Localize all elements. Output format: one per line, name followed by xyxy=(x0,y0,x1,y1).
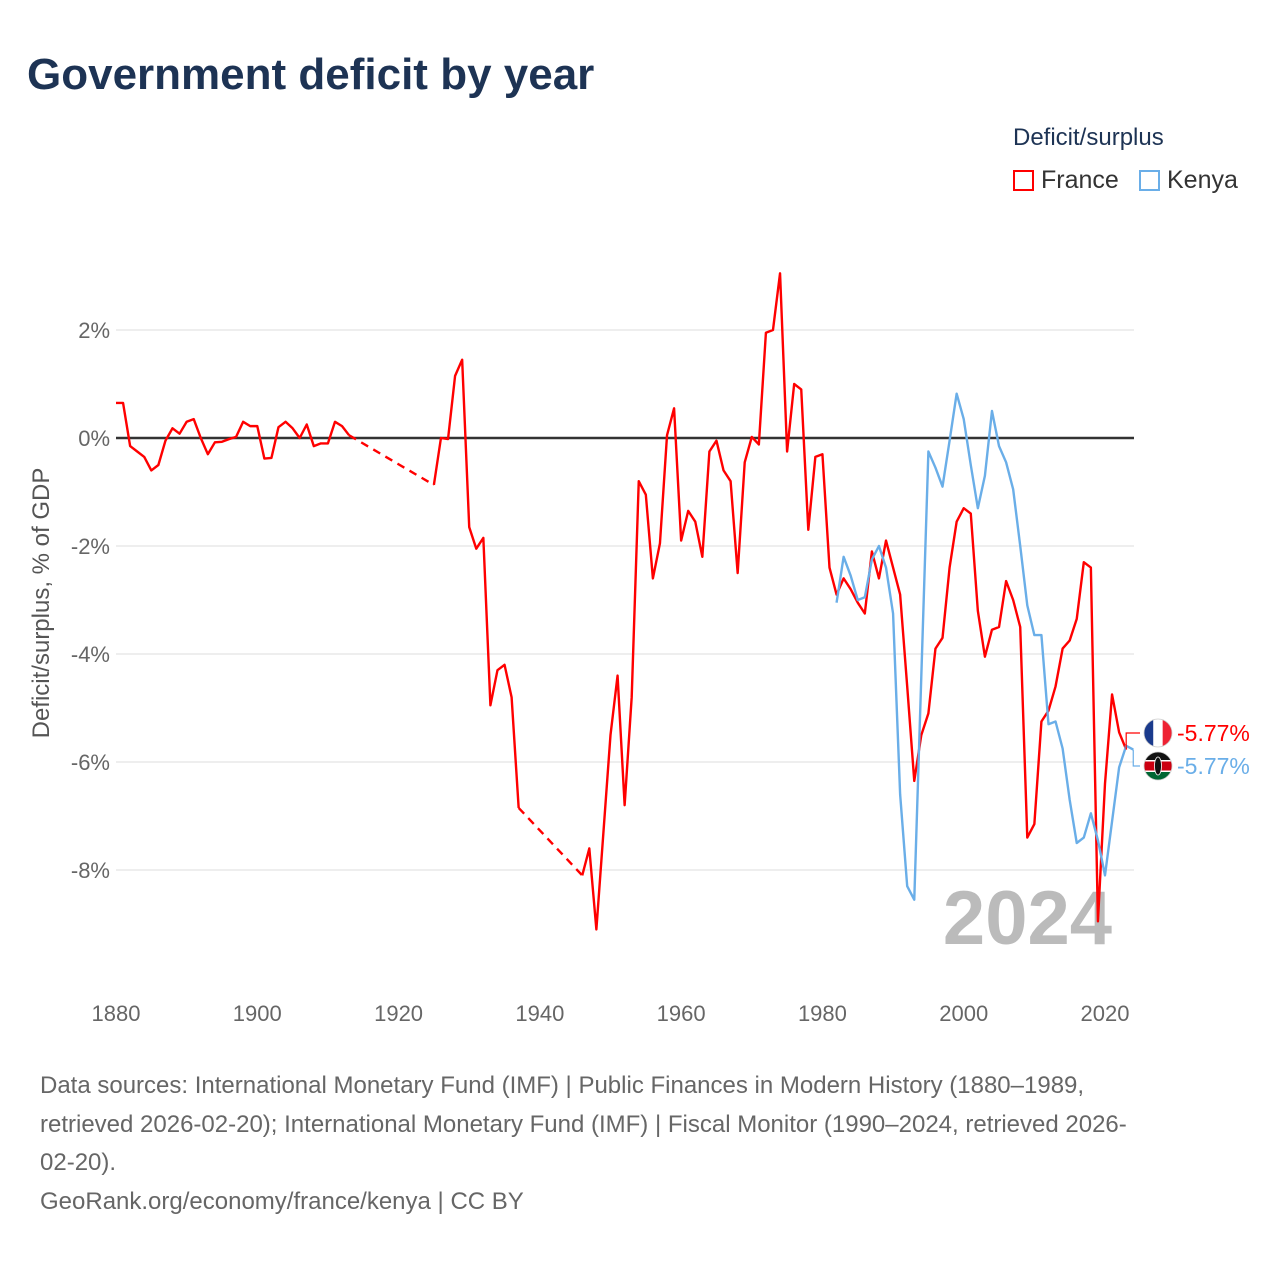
footer-credit[interactable]: GeoRank.org/economy/france/kenya | CC BY xyxy=(40,1188,524,1215)
legend-swatch-kenya xyxy=(1139,170,1160,191)
footer-sources-3: 02-20). xyxy=(40,1149,117,1176)
legend-label-kenya: Kenya xyxy=(1167,166,1238,194)
kenya-end-label: -5.77% xyxy=(1177,753,1250,779)
france-gap-line xyxy=(517,807,584,877)
legend-label-france: France xyxy=(1041,166,1119,194)
y-tick-label: 2% xyxy=(78,318,110,343)
chart-title: Government deficit by year xyxy=(27,50,595,99)
legend-title: Deficit/surplus xyxy=(1013,124,1164,151)
y-tick-label: -6% xyxy=(71,750,110,775)
france-flag-icon xyxy=(1143,718,1173,748)
footer-sources-2: retrieved 2026-02-20); International Mon… xyxy=(40,1111,1127,1138)
x-tick-label: 2000 xyxy=(939,1001,988,1026)
kenya-line xyxy=(835,392,1134,901)
x-tick-label: 1960 xyxy=(657,1001,706,1026)
footer-sources-1: Data sources: International Monetary Fun… xyxy=(40,1072,1085,1099)
x-tick-label: 1940 xyxy=(515,1001,564,1026)
legend-swatch-france xyxy=(1013,170,1034,191)
y-tick-label: -2% xyxy=(71,534,110,559)
end-connector xyxy=(1132,749,1140,767)
france-line xyxy=(116,401,351,472)
x-tick-label: 1900 xyxy=(233,1001,282,1026)
legend-item-france[interactable]: France xyxy=(1013,166,1119,195)
france-end-label: -5.77% xyxy=(1177,720,1250,746)
france-gap-line xyxy=(348,434,435,487)
x-tick-label: 1920 xyxy=(374,1001,423,1026)
x-tick-label: 1980 xyxy=(798,1001,847,1026)
plot-area: 2% 0% -2% -4% -6% -8% 1880 1900 1920 1940 1960 1980… xyxy=(71,272,1250,1026)
y-tick-label: -8% xyxy=(71,858,110,883)
legend-item-kenya[interactable]: Kenya xyxy=(1139,166,1238,195)
france-line xyxy=(432,358,520,808)
y-tick-label: -4% xyxy=(71,642,110,667)
y-tick-label: 0% xyxy=(78,426,110,451)
year-watermark: 2024 xyxy=(943,876,1112,961)
x-tick-label: 1880 xyxy=(92,1001,141,1026)
x-tick-label: 2020 xyxy=(1081,1001,1130,1026)
france-line xyxy=(581,272,1128,931)
kenya-flag-icon xyxy=(1143,751,1173,781)
end-connector xyxy=(1125,732,1140,750)
